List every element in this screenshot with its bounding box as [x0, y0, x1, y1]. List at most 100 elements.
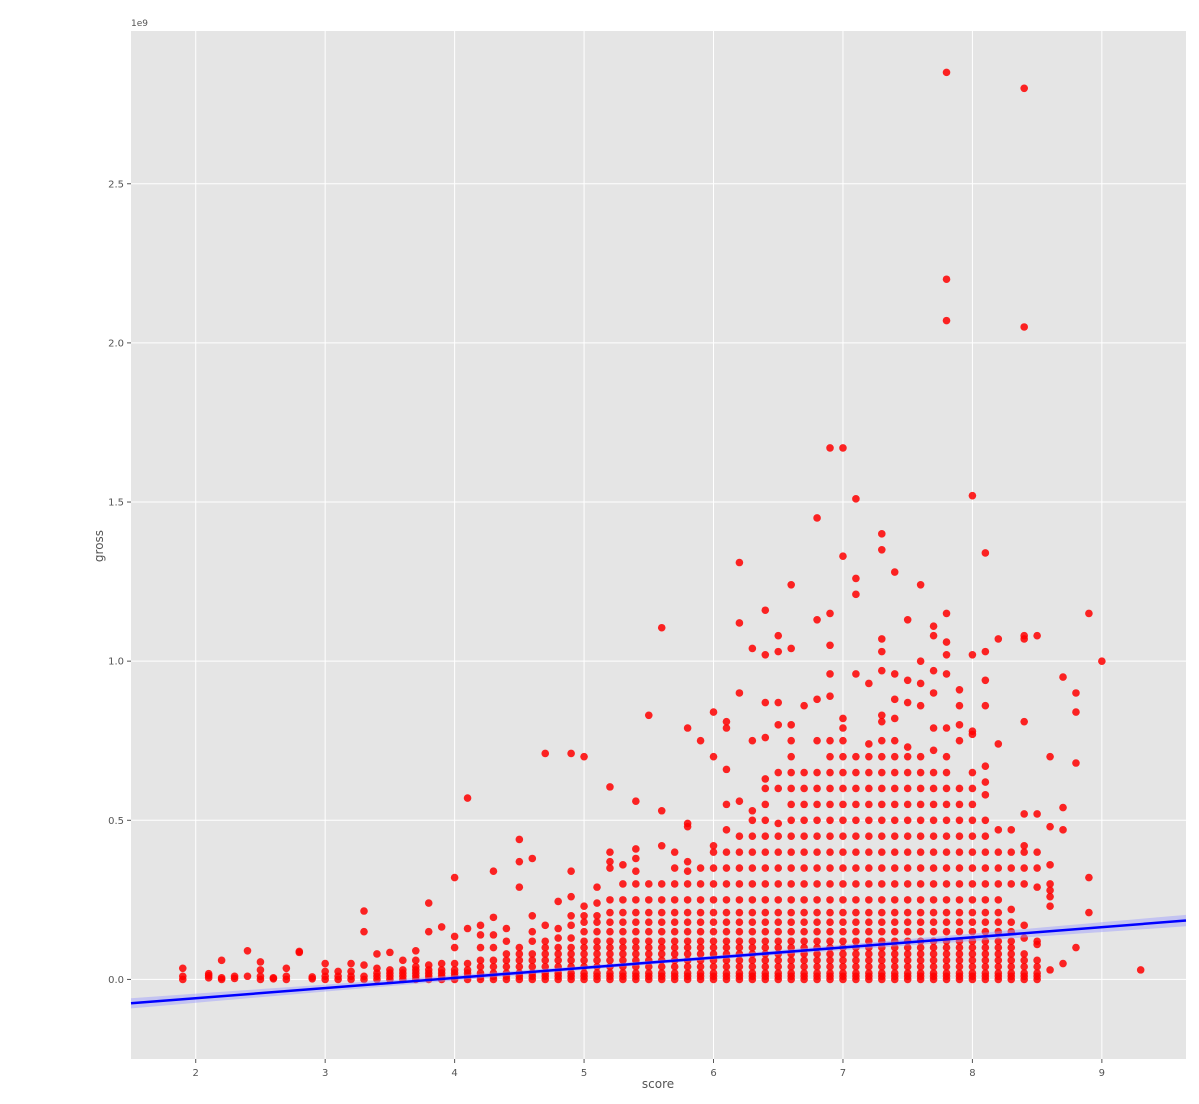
data-point	[916, 950, 925, 958]
data-point	[696, 908, 705, 917]
data-point	[735, 908, 744, 917]
data-point	[657, 908, 666, 917]
data-point	[877, 864, 886, 872]
data-point	[994, 908, 1003, 917]
data-point	[748, 736, 757, 745]
data-point	[489, 913, 498, 922]
data-point	[670, 962, 679, 971]
data-point	[657, 623, 666, 632]
data-point	[839, 768, 847, 777]
data-point	[567, 921, 575, 930]
data-point	[826, 950, 834, 958]
data-point	[813, 927, 821, 936]
data-point	[916, 580, 925, 589]
data-point	[877, 848, 886, 856]
data-point	[709, 943, 718, 952]
data-point	[916, 896, 925, 904]
data-point	[735, 689, 744, 697]
data-point	[748, 832, 757, 841]
data-point	[877, 545, 886, 554]
data-point	[968, 880, 977, 888]
data-point	[606, 927, 614, 936]
data-point	[903, 698, 912, 707]
data-point	[929, 746, 938, 755]
data-point	[787, 908, 795, 917]
data-point	[632, 908, 640, 917]
data-point	[463, 794, 472, 802]
regression-layer	[130, 914, 1187, 1009]
data-point	[502, 962, 511, 971]
data-point	[877, 896, 886, 904]
data-point	[515, 943, 524, 952]
data-point	[683, 943, 692, 952]
data-point	[929, 918, 938, 926]
data-point	[761, 784, 770, 793]
data-point	[929, 950, 938, 958]
data-point	[709, 962, 718, 971]
data-point	[865, 918, 873, 926]
data-point	[683, 937, 692, 946]
data-point	[916, 657, 925, 665]
data-point	[1046, 861, 1054, 869]
data-point	[890, 864, 899, 872]
data-point	[994, 943, 1003, 952]
data-point	[852, 962, 860, 971]
data-point	[981, 937, 990, 946]
data-point	[657, 950, 666, 958]
data-point	[334, 967, 342, 976]
data-point	[360, 961, 368, 969]
data-point	[1020, 848, 1028, 856]
data-point	[826, 864, 834, 872]
data-point	[567, 943, 575, 952]
data-point	[839, 880, 847, 888]
data-point	[826, 609, 834, 618]
data-point	[865, 880, 873, 888]
data-point	[994, 848, 1003, 856]
data-point	[774, 937, 783, 946]
data-point	[593, 943, 601, 952]
x-tick-label: 2	[193, 1068, 199, 1079]
data-point	[709, 880, 718, 888]
data-point	[865, 896, 873, 904]
axis-layer: 2 3 4 5 6 7 8 9 0.0 0.5 1.0 1.5 2.0 2.5	[108, 179, 1105, 1079]
data-point	[528, 962, 537, 971]
data-point	[580, 950, 588, 958]
data-point	[929, 800, 938, 809]
data-point	[839, 918, 847, 926]
data-point	[787, 580, 795, 589]
data-point	[865, 784, 873, 793]
data-point	[1046, 752, 1054, 761]
data-point	[567, 969, 575, 977]
data-point	[968, 962, 977, 971]
data-point	[981, 956, 990, 965]
data-point	[722, 864, 731, 872]
data-point	[800, 950, 808, 958]
data-point	[722, 969, 731, 977]
data-point	[683, 819, 692, 828]
data-point	[942, 927, 951, 936]
data-point	[787, 962, 795, 971]
data-point	[1020, 921, 1028, 930]
data-point	[916, 864, 925, 872]
data-point	[1033, 848, 1041, 856]
data-point	[1033, 962, 1041, 971]
data-point	[619, 969, 627, 977]
data-point	[217, 956, 226, 965]
data-point	[787, 848, 795, 856]
data-point	[541, 962, 550, 971]
data-point	[696, 918, 705, 926]
data-point	[942, 816, 951, 825]
data-point	[528, 937, 537, 946]
data-point	[1007, 943, 1016, 952]
data-point	[826, 962, 834, 971]
data-point	[554, 897, 562, 906]
data-point	[463, 966, 472, 974]
data-point	[670, 918, 679, 926]
data-point	[826, 832, 834, 841]
data-point	[852, 950, 860, 958]
data-point	[1007, 905, 1016, 914]
data-point	[774, 631, 783, 640]
data-point	[865, 679, 873, 688]
data-point	[567, 892, 575, 901]
